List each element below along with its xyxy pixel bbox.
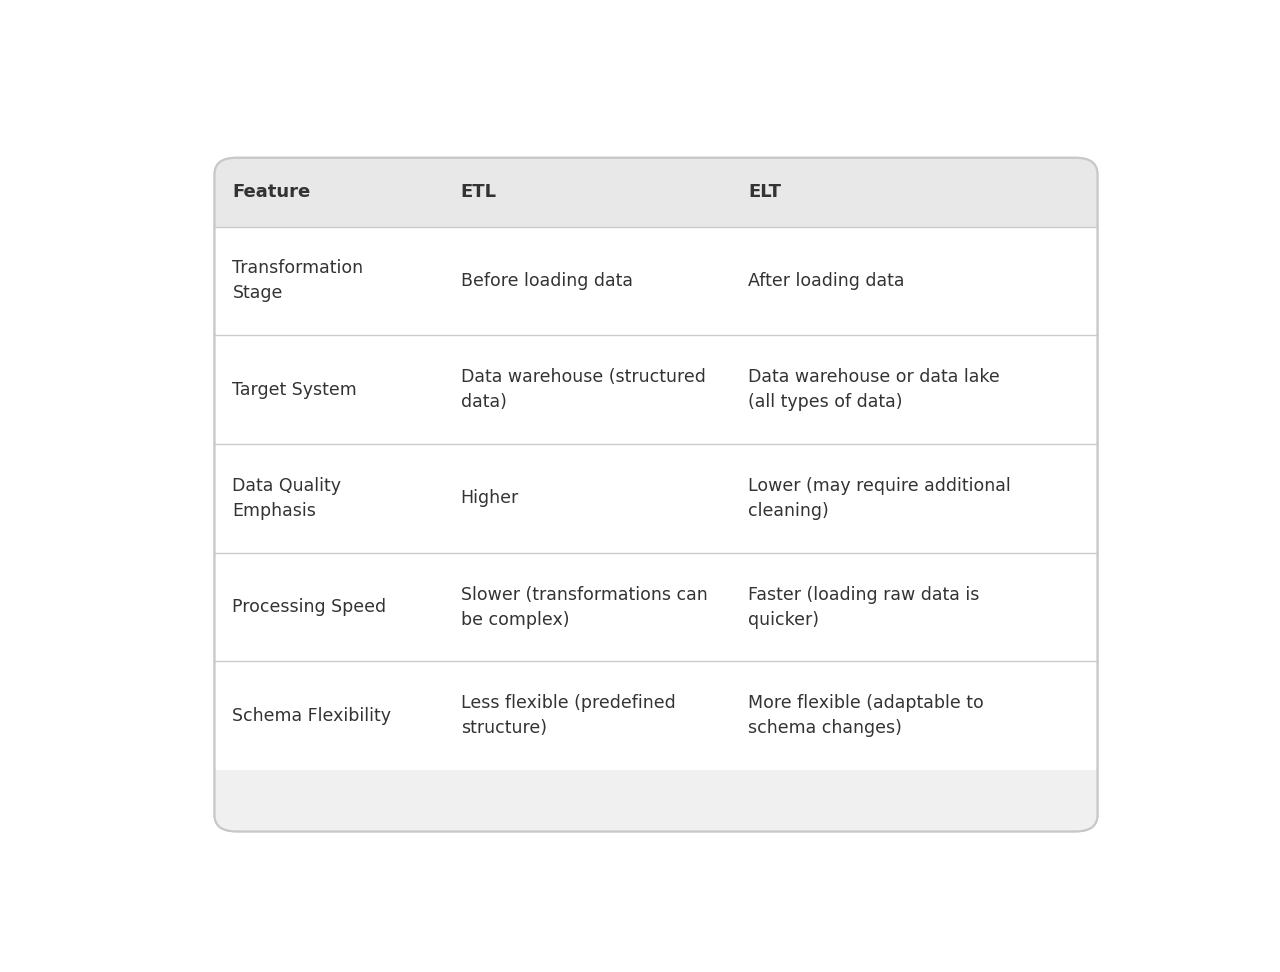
Text: After loading data: After loading data	[749, 272, 905, 290]
Text: Slower (transformations can
be complex): Slower (transformations can be complex)	[461, 585, 708, 629]
Text: More flexible (adaptable to
schema changes): More flexible (adaptable to schema chang…	[749, 694, 984, 737]
Text: ELT: ELT	[749, 184, 781, 201]
Text: Faster (loading raw data is
quicker): Faster (loading raw data is quicker)	[749, 585, 979, 629]
Text: Processing Speed: Processing Speed	[233, 598, 387, 616]
Bar	[215, 226, 1097, 770]
Text: Schema Flexibility: Schema Flexibility	[233, 707, 392, 725]
FancyBboxPatch shape	[215, 157, 1097, 226]
Text: Data Quality
Emphasis: Data Quality Emphasis	[233, 477, 342, 520]
Text: Before loading data: Before loading data	[461, 272, 632, 290]
Text: Data warehouse or data lake
(all types of data): Data warehouse or data lake (all types o…	[749, 368, 1000, 411]
FancyBboxPatch shape	[215, 770, 1097, 831]
Text: Data warehouse (structured
data): Data warehouse (structured data)	[461, 368, 705, 411]
Bar	[215, 192, 1097, 226]
Text: Target System: Target System	[233, 381, 357, 399]
Text: Less flexible (predefined
structure): Less flexible (predefined structure)	[461, 694, 676, 737]
Text: Feature: Feature	[233, 184, 311, 201]
Text: ETL: ETL	[461, 184, 497, 201]
Text: Lower (may require additional
cleaning): Lower (may require additional cleaning)	[749, 477, 1011, 520]
Text: Higher: Higher	[461, 489, 518, 507]
FancyBboxPatch shape	[215, 157, 1097, 831]
Text: Transformation
Stage: Transformation Stage	[233, 260, 364, 302]
Bar	[215, 770, 1097, 801]
